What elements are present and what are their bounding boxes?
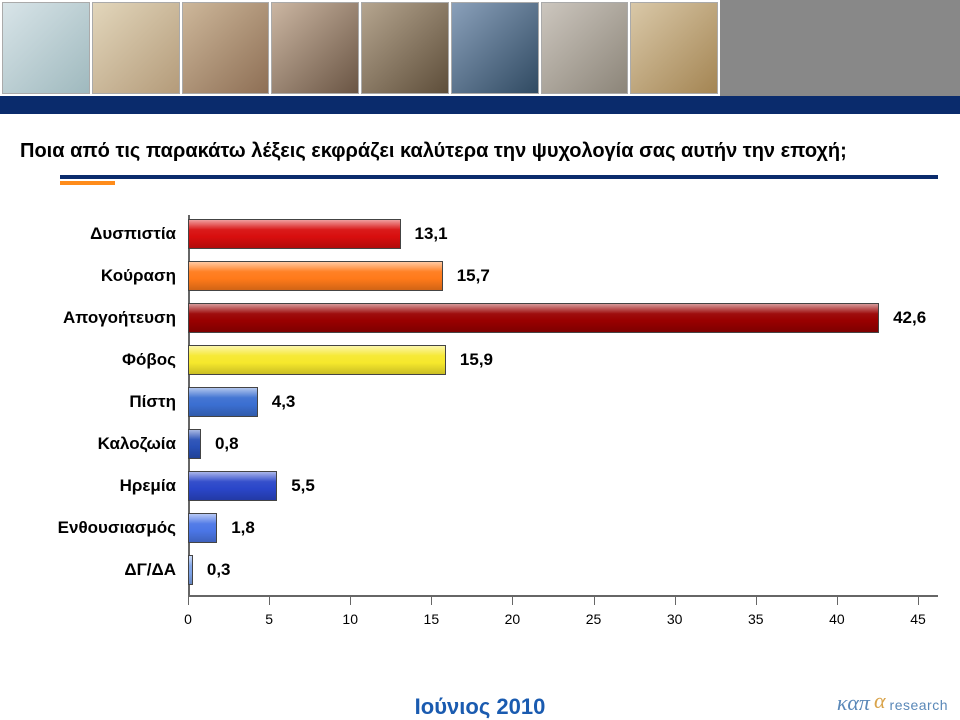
chart-xtick [918, 597, 919, 605]
chart-category-label: Δυσπιστία [90, 224, 176, 244]
header-photo [541, 2, 629, 94]
chart-value-label: 13,1 [415, 224, 448, 244]
chart-bar [188, 387, 258, 417]
chart-value-label: 4,3 [272, 392, 296, 412]
footer-date: Ιούνιος 2010 [415, 694, 546, 720]
chart-bar [188, 471, 277, 501]
header-photos [0, 0, 720, 96]
header-accent-bar [0, 96, 960, 114]
chart-value-label: 15,9 [460, 350, 493, 370]
chart-xtick-label: 40 [829, 611, 845, 627]
chart-xtick [837, 597, 838, 605]
header-photo [630, 2, 718, 94]
chart-xtick-label: 45 [910, 611, 926, 627]
chart-category-label: Πίστη [129, 392, 176, 412]
chart-category-label: ΔΓ/ΔΑ [124, 560, 176, 580]
title-underline [20, 175, 938, 185]
chart-value-label: 42,6 [893, 308, 926, 328]
chart-category-label: Καλοζωία [98, 434, 176, 454]
chart-xtick-label: 30 [667, 611, 683, 627]
header-photo [451, 2, 539, 94]
chart-xtick-label: 20 [505, 611, 521, 627]
header-photo [92, 2, 180, 94]
chart-value-label: 1,8 [231, 518, 255, 538]
chart-xtick-label: 5 [265, 611, 273, 627]
chart-xtick-label: 10 [342, 611, 358, 627]
chart-category-label: Κούραση [101, 266, 176, 286]
logo-text-1: καπ [837, 690, 870, 716]
chart-bar [188, 513, 217, 543]
chart-plot-area: 05101520253035404513,115,742,615,94,30,8… [188, 215, 938, 633]
chart-value-label: 15,7 [457, 266, 490, 286]
chart-value-label: 0,8 [215, 434, 239, 454]
chart-value-label: 0,3 [207, 560, 231, 580]
chart-xtick [269, 597, 270, 605]
psychology-chart: Δυσπιστία Κούραση Απογοήτευση Φόβος Πίστη Καλ… [20, 215, 938, 633]
footer: Ιούνιος 2010 [0, 684, 960, 720]
chart-value-label: 5,5 [291, 476, 315, 496]
page-title: Ποια από τις παρακάτω λέξεις εκφράζει κα… [20, 140, 938, 163]
chart-category-label: Ηρεμία [120, 476, 176, 496]
logo-text-2: research [890, 697, 948, 713]
chart-xtick [756, 597, 757, 605]
header-photo [361, 2, 449, 94]
chart-xtick [350, 597, 351, 605]
header-photo [271, 2, 359, 94]
header-photo [2, 2, 90, 94]
chart-xtick-label: 35 [748, 611, 764, 627]
chart-bar [188, 261, 443, 291]
chart-bar [188, 219, 401, 249]
chart-xtick-label: 25 [586, 611, 602, 627]
chart-category-label: Ενθουσιασμός [58, 518, 176, 538]
chart-category-label: Απογοήτευση [63, 308, 176, 328]
chart-category-labels: Δυσπιστία Κούραση Απογοήτευση Φόβος Πίστη Καλ… [20, 215, 188, 633]
chart-xtick [512, 597, 513, 605]
chart-axis-x [188, 595, 938, 597]
chart-xtick [188, 597, 189, 605]
chart-bar [188, 345, 446, 375]
logo-accent: α [874, 688, 886, 714]
chart-xtick [675, 597, 676, 605]
chart-xtick [594, 597, 595, 605]
header-right-block [720, 0, 960, 96]
content-area: Ποια από τις παρακάτω λέξεις εκφράζει κα… [0, 114, 960, 720]
chart-bar [188, 555, 193, 585]
chart-category-label: Φόβος [122, 350, 176, 370]
header-photo [182, 2, 270, 94]
chart-xtick [431, 597, 432, 605]
chart-bar [188, 303, 879, 333]
kapa-research-logo: καπα research [837, 690, 948, 716]
header-photo-strip [0, 0, 960, 96]
chart-xtick-label: 0 [184, 611, 192, 627]
chart-xtick-label: 15 [424, 611, 440, 627]
chart-bar [188, 429, 201, 459]
